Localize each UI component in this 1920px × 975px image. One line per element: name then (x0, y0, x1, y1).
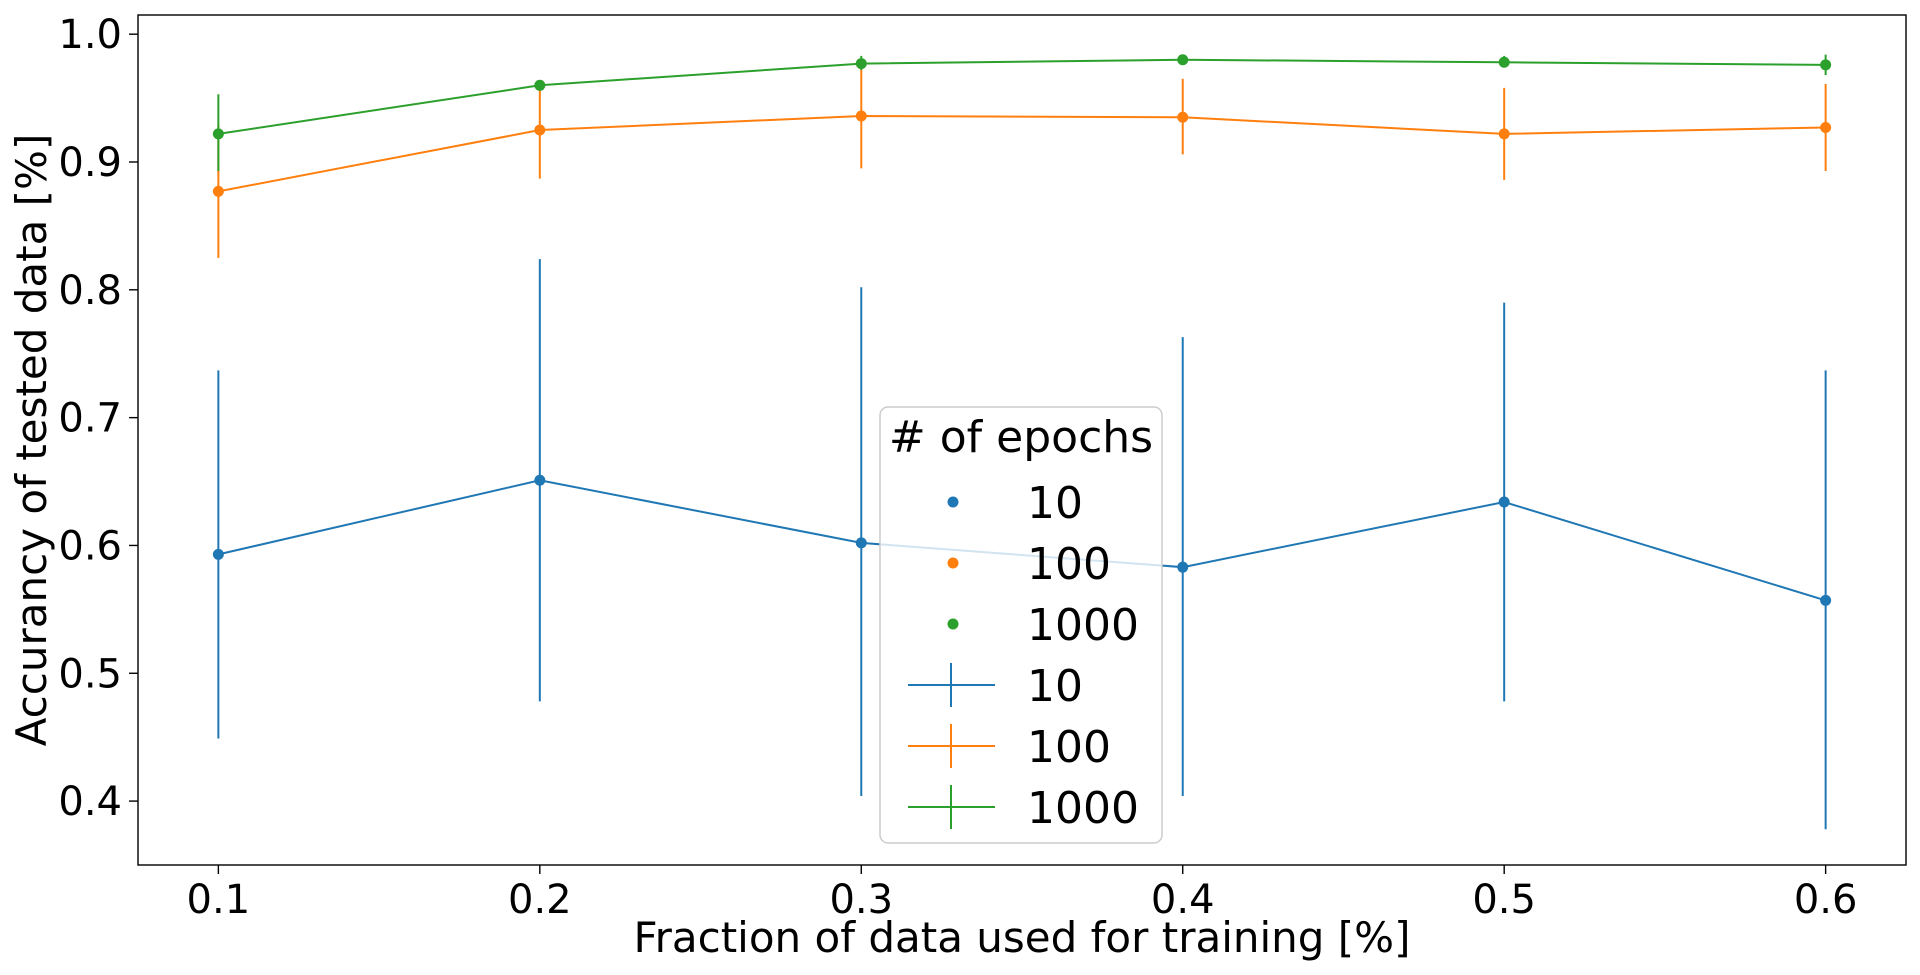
y-tick-label: 0.7 (58, 396, 122, 442)
data-point-100 (1498, 128, 1510, 140)
legend-entry-label: 10 (1027, 661, 1083, 712)
data-point-10 (855, 537, 867, 549)
data-point-1000 (534, 79, 546, 91)
legend: # of epochs 10 100 1000 10 100 1000 (879, 406, 1163, 844)
data-point-1000 (1177, 54, 1189, 66)
legend-entry-label: 100 (1027, 539, 1111, 590)
y-tick-label: 0.5 (58, 651, 122, 697)
data-point-1000 (1498, 56, 1510, 68)
data-point-100 (855, 110, 867, 122)
x-tick-label: 0.5 (1472, 877, 1536, 923)
data-point-100 (1177, 111, 1189, 123)
y-tick-label: 0.8 (58, 268, 122, 314)
y-tick-label: 0.9 (58, 140, 122, 186)
data-point-1000 (212, 128, 224, 140)
data-point-10 (1498, 496, 1510, 508)
x-tick-label: 0.6 (1794, 877, 1858, 923)
data-point-1000 (855, 58, 867, 70)
data-point-1000 (1820, 59, 1832, 71)
x-axis-label: Fraction of data used for training [%] (634, 913, 1411, 962)
axes: 0.1 0.2 0.3 0.4 0.5 0.6 0.4 0.5 0.6 0.7 0.8 0.9 1.0 (58, 12, 1857, 923)
data-point-100 (534, 124, 546, 136)
legend-entry-label: 100 (1027, 722, 1111, 773)
series-1000 (212, 54, 1832, 171)
y-tick-label: 1.0 (58, 12, 122, 58)
legend-entries: 10 100 1000 10 100 1000 (908, 478, 1139, 834)
data-point-10 (1820, 594, 1832, 606)
legend-title: # of epochs (889, 412, 1153, 463)
data-point-100 (1820, 121, 1832, 133)
y-tick-label: 0.6 (58, 523, 122, 569)
data-point-10 (1177, 561, 1189, 573)
x-tick-label: 0.1 (187, 877, 251, 923)
plot-frame (137, 14, 1907, 866)
legend-entry-label: 1000 (1027, 783, 1139, 834)
data-marks (212, 54, 1832, 830)
data-point-100 (212, 185, 224, 197)
legend-entry-label: 10 (1027, 478, 1083, 529)
data-point-10 (534, 474, 546, 486)
legend-dot-marker (947, 496, 959, 508)
series-10 (212, 259, 1832, 830)
series-line-1000 (218, 58, 1826, 135)
legend-entry-label: 1000 (1027, 600, 1139, 651)
x-tick-label: 0.4 (1151, 877, 1215, 923)
data-point-10 (212, 548, 224, 560)
legend-dot-marker (947, 618, 959, 630)
legend-dot-marker (947, 557, 959, 569)
x-tick-label: 0.2 (508, 877, 572, 923)
x-tick-label: 0.3 (829, 877, 893, 923)
y-axis-label: Accurancy of tested data [%] (7, 134, 56, 747)
y-tick-label: 0.4 (58, 779, 122, 825)
series-line-100 (218, 114, 1826, 193)
